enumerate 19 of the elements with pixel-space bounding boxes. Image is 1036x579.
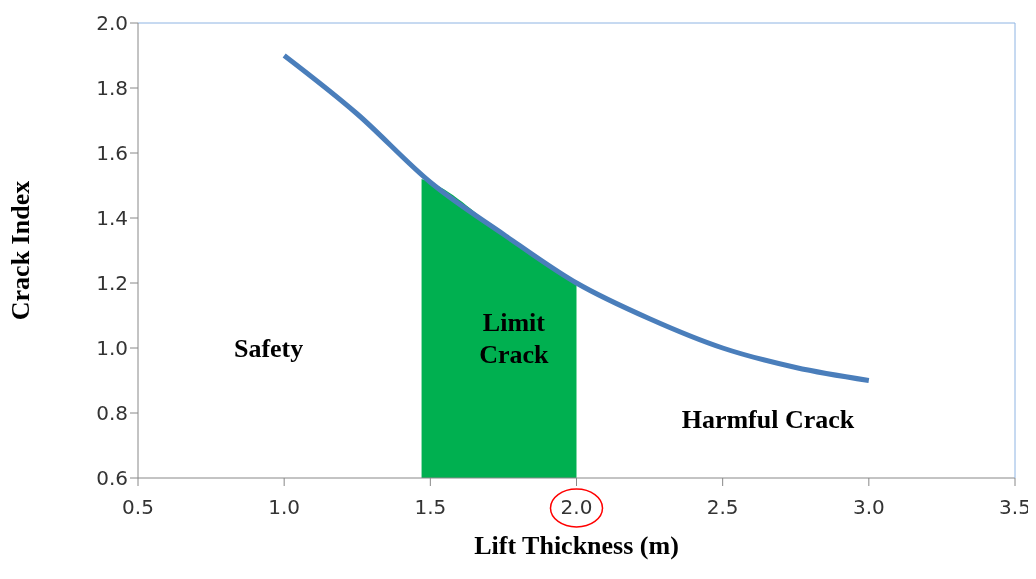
y-tick-label: 1.8 [96,76,128,101]
x-tick-label: 3.0 [852,494,885,519]
x-tick-label: 1.5 [414,494,447,519]
y-tick-label: 2.0 [96,11,128,36]
x-tick-label: 1.0 [268,494,301,519]
y-tick-label: 1.2 [96,271,128,296]
x-tick-label: 2.5 [706,494,739,519]
x-axis-title: Lift Thickness (m) [474,531,679,560]
annotation: Limit Crack [479,307,549,372]
y-tick-label: 0.6 [96,466,128,491]
annotation: Safety [233,332,304,365]
y-axis-title: Crack Index [6,180,36,321]
annotation: Harmful Crack [681,403,855,436]
y-tick-label: 1.6 [96,141,128,166]
x-tick-label: 2.0 [560,494,593,519]
y-tick-label: 1.0 [96,336,128,361]
y-tick-label: 1.4 [96,206,128,231]
y-tick-label: 0.8 [96,401,128,426]
x-tick-label: 0.5 [122,494,154,519]
